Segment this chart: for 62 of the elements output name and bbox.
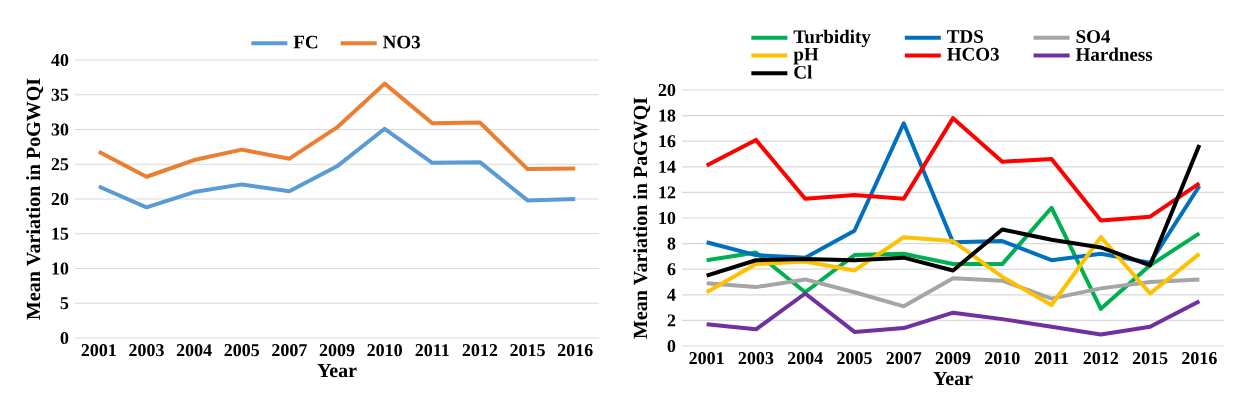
y-tick-label: 0 [667, 339, 676, 353]
x-tick-label: 2011 [415, 344, 449, 357]
y-tick-label: 20 [51, 192, 69, 206]
x-tick-label: 2003 [738, 352, 774, 365]
y-tick-label: 10 [659, 211, 676, 225]
legend-label: pH [793, 47, 819, 65]
y-tick-label: 12 [659, 186, 676, 199]
x-tick-label: 2007 [272, 344, 307, 357]
legend-label: TDS [947, 30, 983, 43]
x-tick-label: 2010 [985, 352, 1020, 365]
line-series [704, 235, 1202, 308]
x-tick-label: 2015 [510, 344, 545, 357]
x-tick-label: 2016 [557, 344, 593, 357]
legend-label: SO4 [1076, 30, 1111, 43]
y-tick-label: 35 [51, 88, 69, 101]
y-tick-label: 14 [659, 160, 676, 173]
line-series [704, 276, 1202, 309]
x-axis-title: Year [317, 363, 357, 378]
x-tick-label: 2004 [176, 344, 212, 357]
y-tick-label: 5 [60, 297, 69, 310]
y-tick-label: 30 [51, 123, 69, 136]
y-tick-label: 8 [667, 237, 676, 250]
line-series [96, 126, 578, 210]
x-tick-label: 2001 [81, 344, 116, 357]
x-tick-label: 2005 [224, 344, 260, 357]
y-tick-label: 6 [667, 263, 676, 276]
legend-label: NO3 [383, 35, 421, 49]
x-tick-label: 2010 [367, 344, 402, 357]
line-series [704, 291, 1202, 337]
y-tick-label: 4 [667, 288, 676, 301]
x-tick-label: 2015 [1132, 352, 1168, 365]
y-tick-label: 25 [51, 158, 69, 171]
x-tick-label: 2011 [1034, 352, 1069, 365]
line-series [96, 81, 578, 179]
x-axis-title: Year [933, 371, 973, 386]
x-tick-label: 2009 [935, 352, 971, 365]
legend-label: FC [293, 35, 318, 49]
y-axis-title: Mean Variation in PaGWQI [633, 97, 651, 339]
y-tick-label: 10 [52, 262, 69, 275]
line-series [704, 116, 1202, 223]
y-tick-label: 40 [51, 53, 69, 67]
legend-label: Turbidity [793, 29, 871, 48]
x-tick-label: 2007 [886, 352, 922, 365]
x-tick-label: 2009 [319, 344, 355, 357]
legend-label: HCO3 [947, 47, 999, 61]
x-tick-label: 2001 [689, 352, 724, 365]
x-tick-label: 2016 [1182, 352, 1217, 365]
x-tick-label: 2004 [787, 352, 823, 365]
y-tick-label: 2 [667, 314, 676, 327]
x-tick-label: 2005 [837, 352, 872, 365]
legend-label: Cl [794, 65, 813, 79]
x-tick-label: 2003 [129, 344, 164, 357]
legend-label: Hardness [1075, 47, 1153, 61]
y-tick-label: 16 [659, 135, 676, 148]
y-tick-label: 20 [658, 83, 676, 97]
y-axis-title: Mean Variation in PoGWQI [26, 78, 44, 320]
y-tick-label: 18 [659, 109, 676, 122]
x-tick-label: 2012 [1083, 352, 1119, 365]
y-tick-label: 15 [52, 227, 69, 240]
y-tick-label: 0 [60, 331, 69, 345]
x-tick-label: 2012 [462, 344, 498, 357]
line-series [704, 143, 1202, 278]
